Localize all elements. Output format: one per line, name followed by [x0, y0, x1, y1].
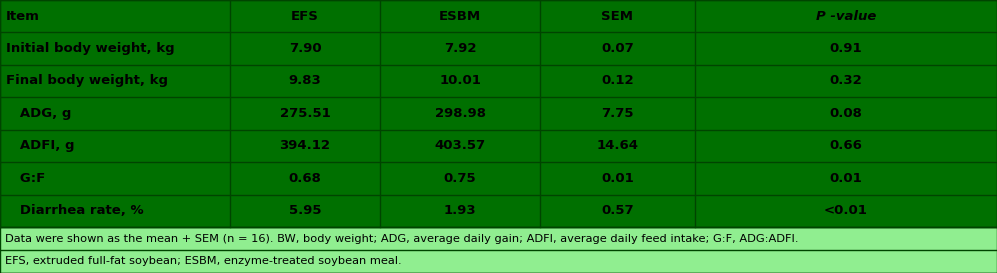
Bar	[695, 162, 997, 194]
Text: 403.57: 403.57	[435, 139, 486, 152]
Bar	[0, 97, 230, 129]
Text: Initial body weight, kg: Initial body weight, kg	[6, 42, 174, 55]
Bar	[540, 32, 695, 64]
Bar	[695, 64, 997, 97]
Bar	[540, 0, 695, 32]
Bar	[695, 0, 997, 32]
Text: 7.92: 7.92	[444, 42, 477, 55]
Text: ADFI, g: ADFI, g	[6, 139, 75, 152]
Bar	[695, 97, 997, 129]
Bar	[380, 0, 540, 32]
Bar	[540, 194, 695, 227]
Text: P -value: P -value	[816, 10, 876, 22]
Text: 7.75: 7.75	[601, 107, 634, 120]
Bar	[0, 250, 997, 273]
Bar	[380, 129, 540, 162]
Text: 0.01: 0.01	[830, 172, 862, 185]
Bar	[0, 129, 230, 162]
Text: EFS: EFS	[291, 10, 319, 22]
Bar	[695, 194, 997, 227]
Bar	[540, 129, 695, 162]
Bar	[380, 194, 540, 227]
Text: SEM: SEM	[601, 10, 633, 22]
Text: 9.83: 9.83	[288, 74, 321, 87]
Text: G:F: G:F	[6, 172, 45, 185]
Text: ESBM: ESBM	[439, 10, 482, 22]
Text: Final body weight, kg: Final body weight, kg	[6, 74, 168, 87]
Bar	[380, 97, 540, 129]
Bar	[695, 129, 997, 162]
Text: 0.75: 0.75	[444, 172, 477, 185]
Text: 0.32: 0.32	[830, 74, 862, 87]
Bar	[540, 97, 695, 129]
Text: 0.07: 0.07	[601, 42, 634, 55]
Text: Diarrhea rate, %: Diarrhea rate, %	[6, 204, 144, 217]
Bar	[230, 129, 380, 162]
Bar	[380, 162, 540, 194]
Text: 0.66: 0.66	[830, 139, 862, 152]
Bar	[230, 0, 380, 32]
Text: <0.01: <0.01	[825, 204, 868, 217]
Text: 394.12: 394.12	[279, 139, 330, 152]
Text: 14.64: 14.64	[596, 139, 638, 152]
Text: 0.12: 0.12	[601, 74, 634, 87]
Bar	[230, 64, 380, 97]
Bar	[0, 194, 230, 227]
Bar	[230, 97, 380, 129]
Text: 0.01: 0.01	[601, 172, 634, 185]
Bar	[0, 0, 230, 32]
Text: EFS, extruded full-fat soybean; ESBM, enzyme-treated soybean meal.: EFS, extruded full-fat soybean; ESBM, en…	[5, 257, 402, 266]
Bar	[380, 64, 540, 97]
Text: 1.93: 1.93	[444, 204, 477, 217]
Bar	[540, 162, 695, 194]
Text: ADG, g: ADG, g	[6, 107, 72, 120]
Text: 275.51: 275.51	[279, 107, 330, 120]
Bar	[0, 32, 230, 64]
Bar	[230, 194, 380, 227]
Text: Item: Item	[6, 10, 40, 22]
Bar	[540, 64, 695, 97]
Bar	[695, 32, 997, 64]
Bar	[230, 162, 380, 194]
Text: 0.08: 0.08	[830, 107, 862, 120]
Text: 10.01: 10.01	[439, 74, 481, 87]
Bar	[230, 32, 380, 64]
Bar	[380, 32, 540, 64]
Text: 298.98: 298.98	[435, 107, 486, 120]
Bar	[0, 227, 997, 250]
Text: 7.90: 7.90	[289, 42, 321, 55]
Text: 0.68: 0.68	[288, 172, 321, 185]
Bar	[0, 64, 230, 97]
Text: Data were shown as the mean + SEM (n = 16). BW, body weight; ADG, average daily : Data were shown as the mean + SEM (n = 1…	[5, 233, 799, 244]
Text: 5.95: 5.95	[289, 204, 321, 217]
Text: 0.91: 0.91	[830, 42, 862, 55]
Bar	[0, 162, 230, 194]
Text: 0.57: 0.57	[601, 204, 634, 217]
